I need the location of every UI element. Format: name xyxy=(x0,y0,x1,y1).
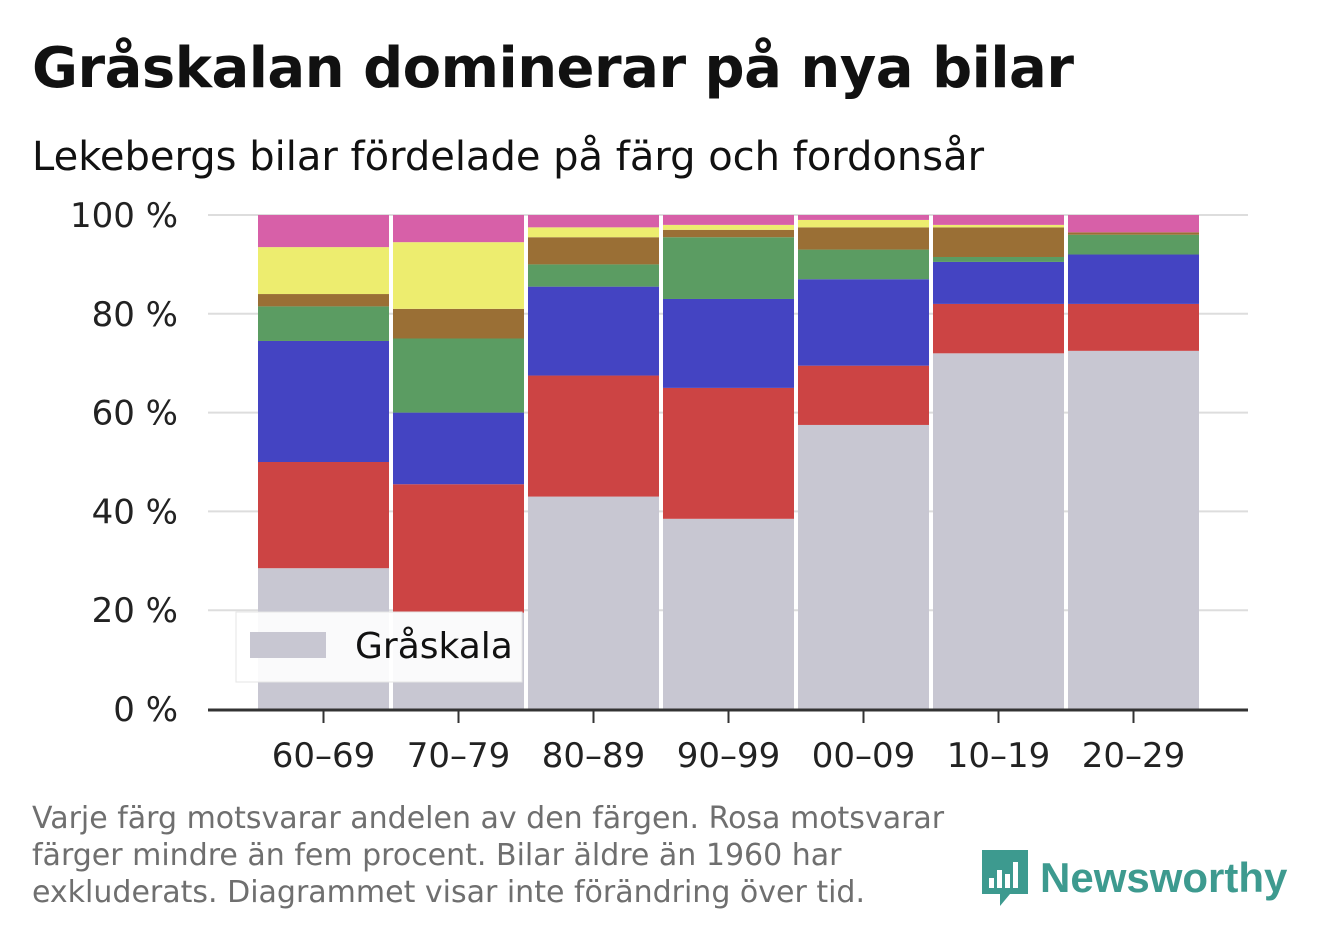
chart-title: Gråskalan dominerar på nya bilar xyxy=(32,36,1074,101)
x-tick-label: 70–79 xyxy=(407,736,511,776)
x-tick-label: 80–89 xyxy=(542,736,646,776)
bar-segment xyxy=(528,286,659,376)
bar-segment xyxy=(933,215,1064,225)
bar-segment xyxy=(798,249,929,280)
chart-subtitle: Lekebergs bilar fördelade på färg och fo… xyxy=(32,134,985,180)
bar-segment xyxy=(798,227,929,250)
bar-segment xyxy=(1068,254,1199,304)
bar-segment xyxy=(528,215,659,228)
bar-segment xyxy=(1068,234,1199,255)
bar-segment xyxy=(393,308,524,339)
bar-segment xyxy=(933,224,1064,228)
bar-segment xyxy=(1068,303,1199,351)
bar-segment xyxy=(258,462,389,569)
bar-segment xyxy=(798,424,929,709)
x-axis: 60–69 70–79 80–89 90–99 00–09 10–19 20–29 xyxy=(208,708,1248,776)
stacked-bar-chart: 0 % 20 % 40 % 60 % 80 % 100 % 60–69 70–79 80–89… xyxy=(70,196,1248,776)
bar-segment xyxy=(393,215,524,243)
legend-label-graskala: Gråskala xyxy=(355,626,513,667)
bar-segment xyxy=(528,227,659,238)
x-tick-label: 60–69 xyxy=(272,736,376,776)
bar-segment xyxy=(933,353,1064,709)
bar-segment xyxy=(933,261,1064,304)
bar-segment xyxy=(528,237,659,265)
bar-segment xyxy=(258,294,389,307)
bar-segment xyxy=(663,237,794,299)
x-tick-label: 00–09 xyxy=(812,736,916,776)
y-tick-label: 100 % xyxy=(70,196,178,236)
newsworthy-logo: Newsworthy xyxy=(980,848,1287,908)
bar-segment xyxy=(1068,232,1199,235)
y-axis-ticks: 0 % 20 % 40 % 60 % 80 % 100 % xyxy=(70,196,178,730)
bar-segment xyxy=(1068,350,1199,709)
bar-segment xyxy=(798,215,929,220)
footnote-line-2: exkluderats. Diagrammet visar inte förän… xyxy=(32,875,866,910)
bar-segment xyxy=(528,496,659,709)
x-tick-label: 20–29 xyxy=(1082,736,1186,776)
legend: Gråskala xyxy=(235,611,523,683)
bar-segment xyxy=(663,224,794,230)
bar-segment xyxy=(798,219,929,228)
bar-segment xyxy=(663,298,794,388)
bar-segment xyxy=(933,256,1064,262)
footnote-line-1: Varje färg motsvarar andelen av den färg… xyxy=(32,801,945,873)
bar-segment xyxy=(663,215,794,225)
x-tick-label: 10–19 xyxy=(947,736,1051,776)
legend-swatch-graskala xyxy=(250,632,326,658)
bar-segment xyxy=(393,338,524,413)
legend-box xyxy=(235,611,523,683)
bar-segment xyxy=(1068,215,1199,233)
bar-segment xyxy=(933,303,1064,354)
bar-segment xyxy=(663,518,794,709)
footnote: Varje färg motsvarar andelen av den färg… xyxy=(32,800,972,910)
newsworthy-chart-icon xyxy=(982,850,1028,906)
y-tick-label: 0 % xyxy=(113,690,178,730)
logo-text: Newsworthy xyxy=(1040,854,1288,901)
y-tick-label: 80 % xyxy=(92,295,178,335)
bar-segment xyxy=(663,229,794,238)
y-tick-label: 60 % xyxy=(92,394,178,434)
bar-segment xyxy=(933,227,1064,257)
bar-segment xyxy=(393,412,524,485)
bar-segment xyxy=(528,375,659,497)
y-tick-label: 40 % xyxy=(92,492,178,532)
bar-segment xyxy=(258,340,389,462)
y-tick-label: 20 % xyxy=(92,591,178,631)
bar-segment xyxy=(663,387,794,519)
bar-segment xyxy=(393,242,524,309)
bar-segment xyxy=(258,306,389,341)
bar-segment xyxy=(258,215,389,248)
bar-segment xyxy=(798,365,929,425)
bar-segment xyxy=(528,264,659,287)
x-tick-label: 90–99 xyxy=(677,736,781,776)
bar-segment xyxy=(798,279,929,366)
bar-segment xyxy=(258,247,389,295)
bar-segment xyxy=(393,484,524,613)
